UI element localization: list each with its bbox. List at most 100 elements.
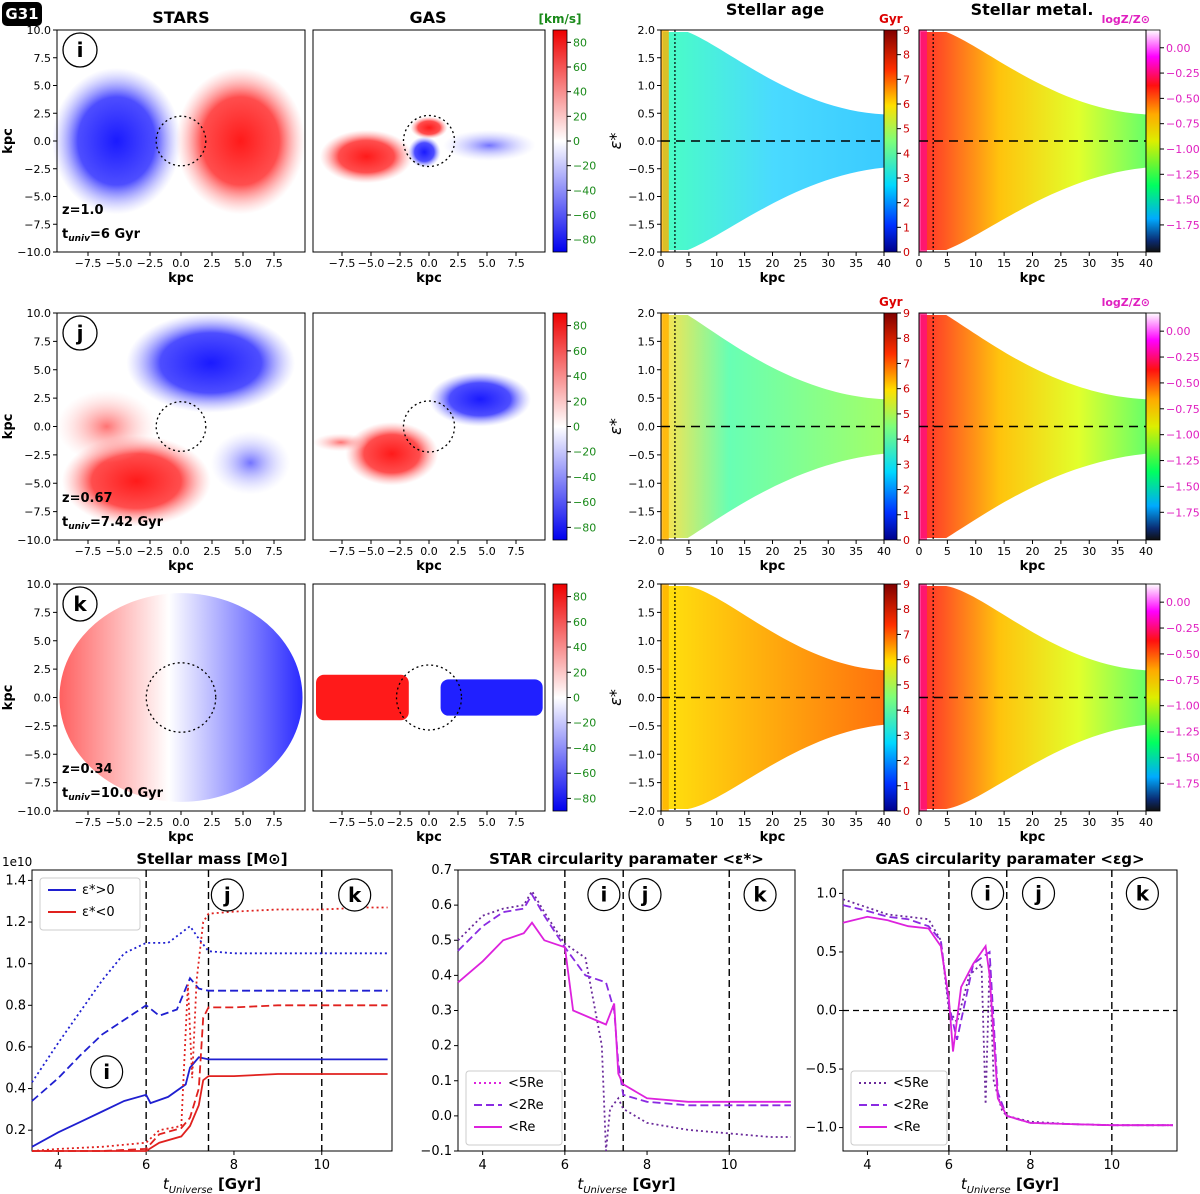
velocity-tick-label: 20 [573, 395, 587, 408]
x-tick-label: 4 [479, 1158, 487, 1173]
y-tick-label: 1.0 [5, 957, 26, 972]
eps-axis-label: ε* [606, 689, 625, 706]
metal-tick-label: −1.00 [1166, 700, 1200, 713]
velocity-colorbar [552, 312, 568, 541]
metal-tick-label: −0.25 [1166, 351, 1200, 364]
metal-tick-label: −1.25 [1166, 168, 1200, 181]
x-axis-label: tUniverse [Gyr] [163, 1175, 261, 1194]
phase-x-tick-label: 40 [877, 257, 891, 270]
velocity-tick-label: 0 [573, 692, 580, 705]
stars-light-red-region [57, 390, 157, 463]
map-x-tick-label: 5.0 [234, 545, 252, 558]
x-tick-label: 4 [863, 1158, 871, 1173]
eps-axis-label: ε* [606, 418, 625, 435]
series-line-2 [842, 904, 1173, 1127]
velocity-tick-label: −60 [573, 209, 596, 222]
phase-y-tick-label: 0.5 [638, 392, 656, 405]
age-tick-label: 4 [903, 147, 910, 160]
phase-y-tick-label: 0.0 [638, 135, 656, 148]
phase-x-tick-label: 35 [849, 257, 863, 270]
map-x-tick-label: −5.0 [106, 257, 133, 270]
map-y-tick-label: −2.5 [24, 449, 51, 462]
map-y-tick-label: −10.0 [17, 246, 51, 259]
phase-x-tick-label: 40 [1139, 816, 1153, 829]
snapshot-marker [1021, 876, 1056, 911]
phase-x-tick-label: 10 [710, 257, 724, 270]
phase-y-tick-label: −2.0 [628, 805, 655, 818]
legend-label: <2Re [893, 1098, 929, 1113]
map-x-tick-label: 0.0 [420, 816, 438, 829]
metal-colorbar [1145, 29, 1161, 253]
metal-tick-label: −0.75 [1166, 403, 1200, 416]
phase-y-tick-label: 0.5 [638, 107, 656, 120]
age-tick-label: 5 [903, 679, 910, 692]
phase-x-tick-label: 35 [1111, 257, 1125, 270]
velocity-unit-label: [km/s] [539, 12, 582, 26]
map-x-tick-label: −2.5 [387, 257, 414, 270]
age-tick-label: 6 [903, 383, 910, 396]
map-y-tick-label: 5.0 [34, 80, 52, 93]
phase-x-tick-label: 15 [738, 545, 752, 558]
metal-tick-label: −1.00 [1166, 429, 1200, 442]
metal-tick-label: 0.00 [1166, 325, 1191, 338]
phase-x-tick-label: 35 [849, 816, 863, 829]
metal-colorbar [1145, 583, 1161, 812]
metal-tick-label: −0.50 [1166, 648, 1200, 661]
gas-red-clump [319, 129, 413, 184]
velocity-tick-label: 40 [573, 370, 587, 383]
velocity-tick-label: 0 [573, 421, 580, 434]
map-y-axis-label: kpc [1, 414, 16, 440]
phase-x-tick-label: 25 [1054, 816, 1068, 829]
metal-tick-label: −1.50 [1166, 751, 1200, 764]
phase-x-tick-label: 40 [1139, 257, 1153, 270]
map-x-tick-label: 5.0 [478, 545, 496, 558]
age-tick-label: 9 [903, 578, 910, 591]
snapshot-marker [62, 315, 98, 351]
age-tick-label: 2 [903, 197, 910, 210]
phase-y-tick-label: 1.5 [638, 335, 656, 348]
velocity-tick-label: 20 [573, 110, 587, 123]
metal-tick-label: −1.25 [1166, 726, 1200, 739]
age-unit-label: Gyr [879, 12, 903, 26]
stars-rotation-disk [59, 593, 303, 802]
phase-x-tick-label: 15 [997, 257, 1011, 270]
y-tick-label: 1.4 [5, 873, 26, 888]
metal-tick-label: 0.00 [1166, 596, 1191, 609]
velocity-tick-label: −40 [573, 471, 596, 484]
map-x-tick-label: −2.5 [137, 545, 164, 558]
velocity-tick-label: −40 [573, 184, 596, 197]
map-x-tick-label: 0.0 [420, 257, 438, 270]
velocity-tick-label: −60 [573, 496, 596, 509]
map-y-tick-label: −5.0 [24, 477, 51, 490]
metal-tick-label: −1.50 [1166, 194, 1200, 207]
map-y-tick-label: −7.5 [24, 506, 51, 519]
map-y-tick-label: 0.0 [34, 692, 52, 705]
phase-x-axis-label: kpc [760, 559, 786, 574]
series-line-3 [457, 921, 791, 1103]
gas-blue-clump [442, 129, 536, 161]
age-tick-label: 1 [903, 221, 910, 234]
snapshot-marker-label: i [600, 883, 607, 907]
col-title-age: Stellar age [726, 0, 825, 19]
map-x-tick-label: 7.5 [265, 816, 283, 829]
age-tick-label: 3 [903, 458, 910, 471]
metal-tick-label: −1.75 [1166, 506, 1200, 519]
map-x-axis-label: kpc [416, 830, 442, 845]
snapshot-marker [62, 32, 98, 68]
universe-time-label: tuniv=10.0 Gyr [62, 786, 164, 803]
velocity-tick-label: 80 [573, 320, 587, 333]
y-tick-label: 0.5 [431, 933, 452, 948]
metal-tick-label: −1.75 [1166, 777, 1200, 790]
age-tick-label: 3 [903, 172, 910, 185]
phase-x-tick-label: 20 [1026, 545, 1040, 558]
phase-x-tick-label: 15 [738, 816, 752, 829]
map-x-axis-label: kpc [168, 271, 194, 286]
velocity-colorbar [552, 583, 568, 812]
phase-y-tick-label: −1.5 [628, 506, 655, 519]
map-y-tick-label: 10.0 [27, 24, 52, 37]
phase-y-tick-label: −1.0 [628, 477, 655, 490]
map-x-axis-label: kpc [168, 559, 194, 574]
legend-label: ε*<0 [82, 905, 115, 920]
